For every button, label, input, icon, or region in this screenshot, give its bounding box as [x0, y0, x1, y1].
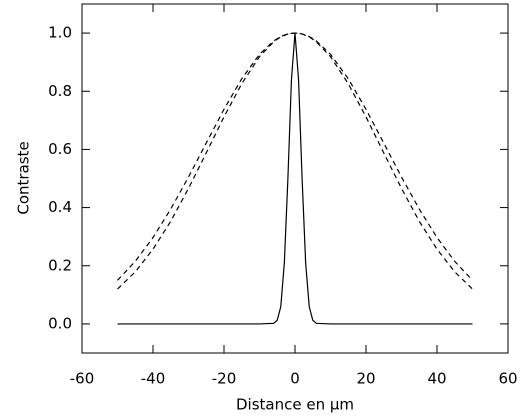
- y-axis-label: Contraste: [15, 141, 33, 214]
- line-series: [117, 33, 473, 325]
- x-tick-label: 20: [356, 370, 375, 388]
- line-series: [117, 32, 473, 281]
- y-tick-label: 0.6: [48, 140, 72, 158]
- x-tick-label: 60: [498, 370, 517, 388]
- plot-frame: [81, 3, 509, 354]
- y-tick-label: 0.8: [48, 82, 72, 100]
- y-tick-label: 0.4: [48, 198, 72, 216]
- x-axis-label: Distance en μm: [236, 396, 354, 414]
- x-tick-label: -20: [212, 370, 237, 388]
- x-tick-label: -40: [141, 370, 166, 388]
- y-tick-label: 1.0: [48, 24, 72, 42]
- y-tick-label: 0.0: [48, 314, 72, 332]
- y-tick-label: 0.2: [48, 256, 72, 274]
- x-tick-label: -60: [70, 370, 95, 388]
- line-series: [117, 32, 473, 290]
- x-tick-label: 40: [427, 370, 446, 388]
- x-tick-label: 0: [290, 370, 300, 388]
